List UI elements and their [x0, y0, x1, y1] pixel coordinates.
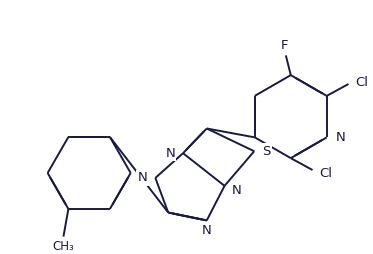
Text: S: S: [262, 145, 270, 158]
Text: N: N: [165, 147, 175, 160]
Text: CH₃: CH₃: [53, 240, 74, 253]
Text: F: F: [281, 39, 289, 52]
Text: N: N: [336, 131, 345, 144]
Text: N: N: [138, 171, 147, 184]
Text: N: N: [202, 224, 211, 237]
Text: N: N: [232, 184, 241, 197]
Text: Cl: Cl: [319, 167, 332, 180]
Text: Cl: Cl: [355, 75, 368, 89]
